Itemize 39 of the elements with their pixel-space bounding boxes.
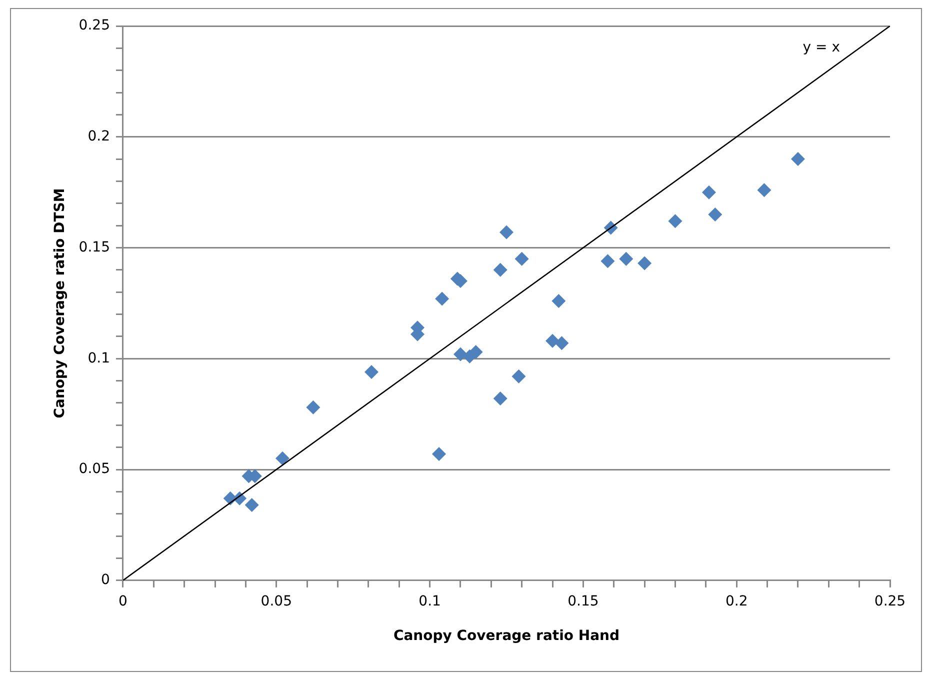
point bbox=[514, 252, 529, 266]
x-tick-label: 0.1 bbox=[418, 593, 441, 610]
point bbox=[702, 185, 716, 200]
x-tick-label: 0 bbox=[118, 593, 128, 610]
point bbox=[757, 183, 772, 198]
point bbox=[600, 254, 615, 268]
y-tick-label: 0 bbox=[101, 572, 110, 588]
y-tick-label: 0.25 bbox=[78, 18, 110, 34]
point bbox=[276, 451, 290, 466]
point bbox=[306, 400, 320, 414]
point bbox=[493, 392, 508, 406]
y-tick-label: 0.1 bbox=[88, 350, 110, 366]
annotation: y = x bbox=[802, 40, 840, 56]
y-tick-label: 0.2 bbox=[88, 128, 110, 145]
x-tick-label: 0.15 bbox=[568, 593, 599, 610]
point bbox=[499, 225, 514, 240]
point bbox=[790, 152, 805, 166]
x-tick-label: 0.2 bbox=[725, 593, 748, 610]
point bbox=[493, 262, 508, 277]
point bbox=[668, 214, 682, 228]
point bbox=[619, 252, 634, 266]
point bbox=[468, 344, 483, 359]
point bbox=[638, 256, 652, 270]
x-tick-label: 0.05 bbox=[260, 593, 292, 610]
x-axis-title: Canopy Coverage ratio Hand bbox=[393, 628, 620, 644]
point bbox=[453, 347, 468, 362]
point bbox=[546, 334, 560, 348]
point bbox=[435, 292, 450, 306]
y-tick-label: 0.15 bbox=[78, 239, 110, 256]
point bbox=[708, 207, 722, 222]
point bbox=[244, 498, 259, 512]
x-tick-label: 0.25 bbox=[874, 593, 906, 610]
point bbox=[552, 294, 566, 308]
point bbox=[432, 446, 446, 461]
point bbox=[554, 336, 569, 350]
y-tick-label: 0.05 bbox=[78, 461, 110, 478]
point bbox=[512, 369, 526, 384]
point bbox=[364, 364, 378, 379]
y-axis-title: Canopy Coverage ratio DTSM bbox=[52, 188, 68, 418]
